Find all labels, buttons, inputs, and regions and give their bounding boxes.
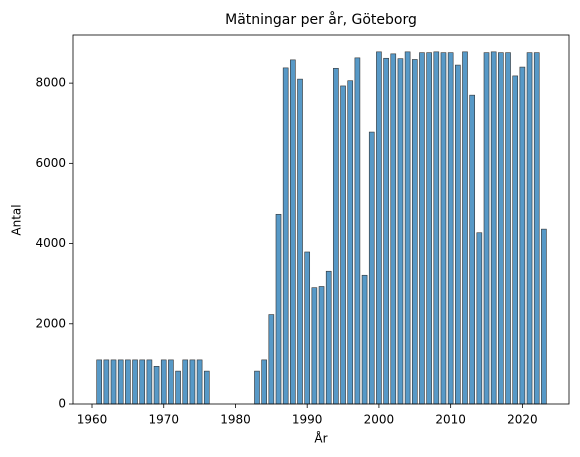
bar <box>117 359 124 405</box>
bar <box>440 52 447 405</box>
bar <box>505 52 511 405</box>
axes-frame <box>72 34 570 405</box>
x-tick-label: 1990 <box>292 413 323 427</box>
bar <box>455 64 461 405</box>
bar <box>203 370 210 405</box>
bar <box>476 232 483 405</box>
bar <box>333 67 339 405</box>
x-tick-label: 2000 <box>364 413 395 427</box>
bar <box>175 370 181 405</box>
bar <box>519 66 526 405</box>
x-tick-label: 1980 <box>220 413 251 427</box>
bar <box>533 52 540 405</box>
bar <box>498 52 504 405</box>
bar <box>383 57 389 405</box>
chart-title: Mätningar per år, Göteborg <box>225 11 417 28</box>
bar <box>483 52 490 405</box>
y-tick-label: 4000 <box>35 236 66 250</box>
bar <box>146 359 153 405</box>
bar <box>490 51 497 405</box>
bar <box>290 59 296 405</box>
bar <box>110 359 117 405</box>
bar <box>376 51 382 405</box>
bar <box>261 359 267 405</box>
bar <box>390 53 397 405</box>
bar <box>103 359 110 405</box>
x-tick-label: 1960 <box>77 413 108 427</box>
bar <box>397 58 404 405</box>
bar <box>132 359 138 405</box>
bar <box>426 52 432 405</box>
bar <box>411 59 418 405</box>
bar <box>469 94 475 405</box>
bar <box>325 270 332 405</box>
bar <box>125 359 131 405</box>
y-tick-label: 8000 <box>35 76 66 90</box>
bar <box>340 85 346 405</box>
bar <box>160 359 167 405</box>
bar <box>254 370 260 405</box>
bar <box>139 359 146 405</box>
bar <box>347 80 354 405</box>
bar <box>268 314 275 405</box>
bar <box>96 359 102 405</box>
bar <box>297 78 303 405</box>
bar <box>189 359 196 405</box>
y-axis-label: Antal <box>10 204 24 235</box>
bar <box>311 287 318 405</box>
bar <box>368 131 375 405</box>
bar <box>354 57 361 405</box>
bar <box>433 51 440 405</box>
bar <box>419 52 425 405</box>
bar <box>512 75 519 405</box>
y-tick-label: 0 <box>58 397 66 411</box>
x-tick-label: 1970 <box>148 413 179 427</box>
bar <box>182 359 189 405</box>
bar <box>404 51 411 405</box>
bar <box>361 274 368 405</box>
x-axis-label: År <box>314 431 327 446</box>
bar <box>282 67 289 405</box>
bar <box>526 52 533 405</box>
bar <box>447 52 454 405</box>
x-tick-label: 2020 <box>507 413 538 427</box>
bar <box>318 286 325 405</box>
bar <box>304 251 311 405</box>
y-tick-label: 2000 <box>35 316 66 330</box>
x-tick-label: 2010 <box>435 413 466 427</box>
y-tick-label: 6000 <box>35 156 66 170</box>
bar <box>541 228 547 405</box>
bar <box>275 213 282 405</box>
bar <box>462 51 468 405</box>
bar <box>153 365 160 405</box>
bar <box>196 359 203 405</box>
bar <box>168 359 174 405</box>
